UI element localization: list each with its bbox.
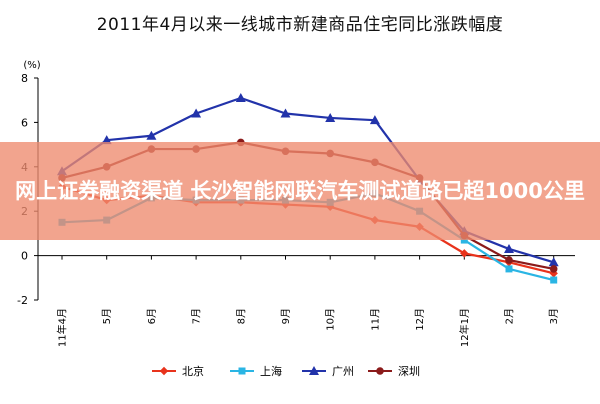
x-tick-label: 8月	[235, 308, 247, 324]
data-point-3-11	[549, 265, 558, 273]
x-tick-label: 7月	[191, 308, 203, 324]
y-tick-label: 8	[21, 72, 28, 85]
legend-marker	[159, 366, 169, 376]
data-point-2-5	[280, 108, 291, 118]
x-tick-label: 11年4月	[56, 308, 69, 347]
data-point-1-9	[460, 236, 468, 244]
data-point-2-6	[325, 112, 336, 122]
y-tick-label: 6	[21, 116, 28, 129]
x-tick-label: 12月	[414, 308, 426, 331]
data-point-1-11	[550, 276, 558, 284]
data-point-2-2	[146, 130, 157, 140]
data-point-2-11	[548, 257, 559, 267]
data-point-2-10	[504, 243, 514, 253]
chart-title: 2011年4月以来一线城市新建商品住宅同比涨跌幅度	[96, 15, 504, 35]
data-point-0-11	[549, 269, 558, 278]
data-point-0-9	[460, 249, 469, 258]
legend-label: 北京	[182, 364, 204, 378]
x-tick-label: 6月	[146, 308, 158, 324]
legend-marker	[309, 366, 319, 375]
y-tick-label: -2	[17, 294, 28, 307]
data-point-1-10	[505, 265, 513, 273]
x-tick-label: 12年1月	[458, 308, 471, 347]
watermark-text: 网上证券融资渠道 长沙智能网联汽车测试道路已超1000公里	[15, 179, 585, 203]
legend-label: 上海	[260, 364, 282, 378]
x-tick-label: 10月	[325, 308, 337, 331]
y-axis-label: (%)	[23, 60, 40, 71]
legend-marker	[238, 367, 246, 375]
x-tick-label: 2月	[504, 308, 516, 324]
data-point-2-7	[369, 115, 380, 125]
legend-marker	[376, 367, 384, 375]
watermark-banner: 网上证券融资渠道 长沙智能网联汽车测试道路已超1000公里	[0, 142, 600, 240]
data-point-2-4	[235, 92, 246, 102]
legend-label: 广州	[332, 365, 354, 378]
data-point-3-10	[505, 256, 513, 264]
legend-label: 深圳	[398, 365, 420, 378]
x-tick-label: 11月	[369, 308, 381, 331]
x-tick-label: 9月	[280, 308, 292, 324]
data-point-2-3	[191, 108, 202, 118]
x-tick-label: 3月	[548, 308, 560, 324]
data-point-2-1	[101, 135, 112, 145]
x-tick-label: 5月	[101, 308, 113, 324]
y-tick-label: 0	[21, 250, 28, 263]
